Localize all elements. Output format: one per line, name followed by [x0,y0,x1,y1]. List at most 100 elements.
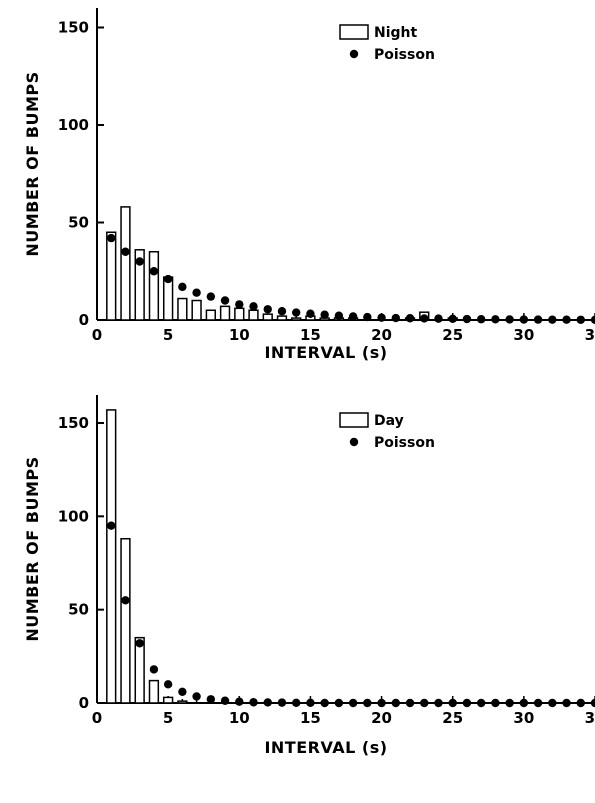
poisson-point [590,315,595,325]
x-tick-label: 15 [300,709,321,727]
x-tick-label: 15 [300,326,321,344]
poisson-point [348,698,358,708]
poisson-point [192,288,201,297]
poisson-point [178,687,187,696]
poisson-point [206,292,216,301]
poisson-point [192,692,201,701]
poisson-point [476,698,486,708]
poisson-point [476,315,486,324]
poisson-point [163,274,173,284]
legend-label-points: Poisson [374,47,435,63]
legend-label-bars: Day [374,413,404,429]
poisson-point [263,698,272,707]
bar [120,206,131,321]
poisson-point [163,680,173,689]
poisson-point [448,314,457,324]
y-tick-label: 50 [68,601,89,619]
bar [106,409,117,704]
x-tick-label: 5 [163,326,173,344]
poisson-point [391,698,400,708]
y-axis-label: NUMBER OF BUMPS [23,71,42,256]
y-tick-label: 150 [58,414,89,432]
bar [177,297,188,321]
poisson-point [277,698,287,707]
poisson-point [135,257,144,266]
x-tick-label: 10 [229,709,250,727]
poisson-point [320,310,329,319]
x-axis-label: INTERVAL (s) [264,343,387,362]
poisson-point [548,698,557,708]
legend-bar-swatch [339,412,369,428]
poisson-point [505,698,514,708]
poisson-point [434,314,443,323]
poisson-point [590,698,595,708]
y-tick-label: 0 [79,694,89,712]
poisson-point [334,311,344,320]
poisson-point [334,698,344,708]
legend-label-points: Poisson [374,435,435,451]
bar [276,315,288,321]
x-tick-label: 35 [585,709,595,727]
poisson-point [149,665,159,674]
legend-point-swatch [349,437,359,447]
x-axis-label: INTERVAL (s) [264,738,387,757]
poisson-point [135,639,144,648]
poisson-point [420,698,429,708]
poisson-point [405,314,415,323]
bar [106,231,117,321]
poisson-point [434,698,443,708]
poisson-point [249,698,258,707]
bar [134,636,145,704]
bar [134,249,145,321]
poisson-point [249,302,258,311]
poisson-point [178,282,187,292]
bar [248,309,259,321]
poisson-point [306,309,315,318]
bar [162,696,174,704]
poisson-point [235,300,244,309]
bar [291,317,302,321]
x-tick-label: 25 [442,709,463,727]
poisson-point [462,314,472,324]
bar [120,537,131,704]
bar [219,305,231,321]
bar [234,307,245,321]
bar [262,313,273,321]
poisson-point [363,698,372,708]
bar [148,251,160,321]
poisson-point [107,521,116,530]
poisson-point [292,308,301,317]
poisson-point [121,596,130,605]
poisson-point [576,315,585,324]
y-tick-label: 100 [58,507,89,525]
poisson-point [519,315,529,324]
poisson-point [206,695,216,704]
poisson-point [220,296,230,305]
bar [205,309,216,321]
x-tick-label: 5 [163,709,173,727]
poisson-point [533,315,543,324]
x-tick-label: 30 [513,326,534,344]
x-tick-label: 30 [513,709,534,727]
poisson-point [377,313,386,322]
y-tick-label: 150 [58,19,89,37]
poisson-point [491,698,500,708]
poisson-point [562,698,571,708]
bar [148,679,160,704]
poisson-point [491,315,500,324]
poisson-point [548,315,557,324]
poisson-point [576,698,585,708]
poisson-point [462,698,472,708]
y-tick-label: 50 [68,214,89,232]
bar [162,276,174,321]
poisson-point [562,315,571,324]
bar [191,299,202,321]
poisson-point [121,247,130,256]
poisson-point [519,698,529,708]
poisson-point [533,698,543,708]
x-tick-label: 25 [442,326,463,344]
poisson-point [220,696,230,705]
poisson-point [235,697,244,706]
poisson-point [107,233,116,243]
legend-label-bars: Night [374,25,418,41]
